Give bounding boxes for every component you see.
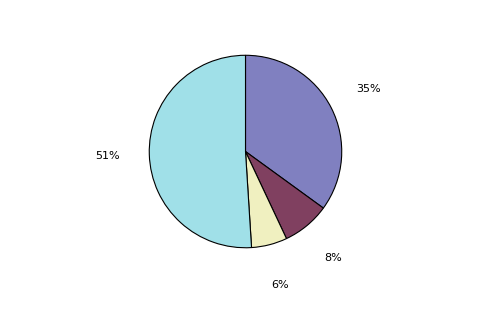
Wedge shape — [246, 152, 286, 247]
Text: 51%: 51% — [95, 151, 120, 161]
Wedge shape — [246, 152, 324, 238]
Text: 6%: 6% — [271, 280, 289, 290]
Wedge shape — [246, 55, 342, 208]
Text: 8%: 8% — [325, 253, 342, 263]
Wedge shape — [149, 55, 251, 248]
Text: 35%: 35% — [356, 84, 381, 94]
